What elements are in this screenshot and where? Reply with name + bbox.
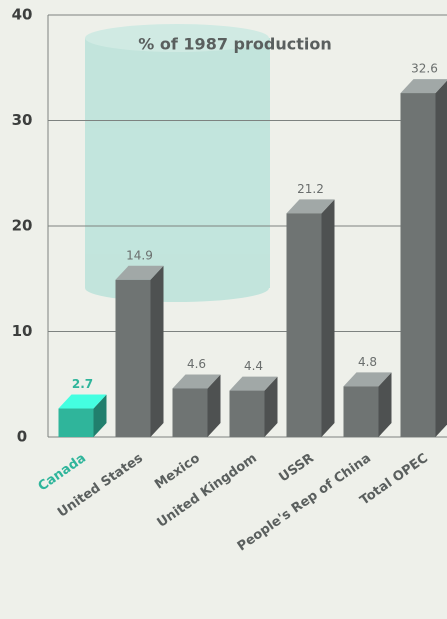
value-label: 4.6	[187, 357, 206, 371]
bar	[58, 408, 94, 437]
cylinder-base	[85, 274, 269, 302]
value-label: 14.9	[126, 248, 153, 262]
y-tick-label: 10	[12, 322, 33, 340]
bar	[286, 213, 322, 437]
cylinder	[85, 24, 270, 302]
bar-top	[172, 374, 221, 389]
bar-side	[321, 199, 335, 437]
bar	[172, 388, 208, 437]
bar-top	[343, 372, 392, 387]
bar-side	[150, 265, 164, 437]
y-tick-label: 0	[17, 428, 27, 446]
bar-top	[286, 199, 335, 214]
value-label: 21.2	[297, 182, 324, 196]
chart-title: % of 1987 production	[138, 35, 331, 54]
y-tick-label: 40	[12, 6, 33, 24]
bar	[343, 386, 379, 437]
bar-side	[264, 376, 278, 437]
y-tick-label: 30	[12, 111, 33, 129]
value-label: 2.7	[72, 377, 93, 391]
bar	[400, 93, 436, 437]
bar-top	[58, 394, 107, 409]
bar-top	[115, 265, 164, 280]
cylinder-top	[85, 24, 269, 52]
value-label: 4.4	[244, 359, 263, 373]
bar	[229, 390, 265, 437]
bar-side	[207, 374, 221, 437]
bar-side	[378, 372, 392, 437]
bar-top	[400, 79, 447, 94]
value-label: 4.8	[358, 355, 377, 369]
value-label: 32.6	[411, 62, 438, 76]
y-tick-label: 20	[12, 217, 33, 235]
bar-top	[229, 376, 278, 391]
bar-side	[435, 80, 447, 437]
cylinder-body	[85, 38, 270, 288]
bar	[115, 279, 151, 437]
bar-side	[93, 394, 107, 437]
